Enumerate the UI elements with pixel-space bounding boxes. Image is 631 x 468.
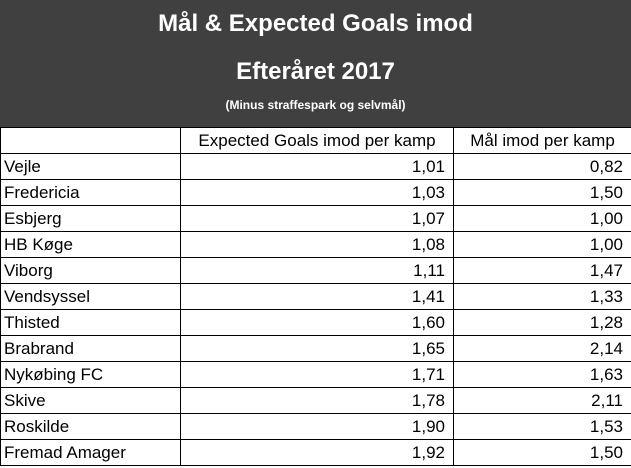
- team-cell: HB Køge: [0, 231, 181, 258]
- team-cell: Thisted: [0, 309, 181, 336]
- xga-cell: 1,71: [180, 361, 454, 388]
- ga-cell: 1,53: [453, 413, 631, 440]
- ga-cell: 1,47: [453, 257, 631, 284]
- team-cell: Fremad Amager: [0, 439, 181, 466]
- xga-cell: 1,08: [180, 231, 454, 258]
- xga-cell: 1,90: [180, 413, 454, 440]
- team-cell: Skive: [0, 387, 181, 414]
- team-cell: Roskilde: [0, 413, 181, 440]
- xga-cell: 1,92: [180, 439, 454, 466]
- xga-cell: 1,11: [180, 257, 454, 284]
- chart-title: Mål & Expected Goals imod: [158, 10, 473, 37]
- team-cell: Brabrand: [0, 335, 181, 362]
- table-row: Thisted 1,60 1,28: [0, 309, 631, 336]
- table-body: Expected Goals imod per kamp Mål imod pe…: [0, 127, 631, 466]
- ga-cell: 1,63: [453, 361, 631, 388]
- table-row: Nykøbing FC 1,71 1,63: [0, 361, 631, 388]
- header-team: [0, 127, 181, 154]
- ga-cell: 1,50: [453, 179, 631, 206]
- header-xga: Expected Goals imod per kamp: [180, 127, 454, 154]
- ga-cell: 2,14: [453, 335, 631, 362]
- xga-cell: 1,07: [180, 205, 454, 232]
- ga-cell: 1,28: [453, 309, 631, 336]
- table-row: HB Køge 1,08 1,00: [0, 231, 631, 258]
- table-row: Skive 1,78 2,11: [0, 387, 631, 414]
- table-row: Fredericia 1,03 1,50: [0, 179, 631, 206]
- table-row: Fremad Amager 1,92 1,50: [0, 439, 631, 466]
- table-row: Vejle 1,01 0,82: [0, 153, 631, 180]
- ga-cell: 0,82: [453, 153, 631, 180]
- team-cell: Esbjerg: [0, 205, 181, 232]
- chart-subtitle: Efteråret 2017: [236, 58, 395, 85]
- team-cell: Vejle: [0, 153, 181, 180]
- xga-cell: 1,41: [180, 283, 454, 310]
- ga-cell: 1,50: [453, 439, 631, 466]
- table-header-row: Expected Goals imod per kamp Mål imod pe…: [0, 127, 631, 154]
- table-row: Viborg 1,11 1,47: [0, 257, 631, 284]
- stats-table: Expected Goals imod per kamp Mål imod pe…: [0, 127, 631, 466]
- xga-cell: 1,03: [180, 179, 454, 206]
- chart-note: (Minus straffespark og selvmål): [225, 98, 406, 112]
- xga-cell: 1,60: [180, 309, 454, 336]
- xga-cell: 1,01: [180, 153, 454, 180]
- ga-cell: 1,00: [453, 205, 631, 232]
- xga-cell: 1,78: [180, 387, 454, 414]
- team-cell: Vendsyssel: [0, 283, 181, 310]
- xga-cell: 1,65: [180, 335, 454, 362]
- team-cell: Fredericia: [0, 179, 181, 206]
- table-row: Brabrand 1,65 2,14: [0, 335, 631, 362]
- team-cell: Nykøbing FC: [0, 361, 181, 388]
- title-banner: Mål & Expected Goals imod Efteråret 2017…: [0, 0, 631, 127]
- ga-cell: 1,00: [453, 231, 631, 258]
- team-cell: Viborg: [0, 257, 181, 284]
- table-row: Esbjerg 1,07 1,00: [0, 205, 631, 232]
- ga-cell: 1,33: [453, 283, 631, 310]
- table-row: Vendsyssel 1,41 1,33: [0, 283, 631, 310]
- header-ga: Mål imod per kamp: [453, 127, 631, 154]
- ga-cell: 2,11: [453, 387, 631, 414]
- table-row: Roskilde 1,90 1,53: [0, 413, 631, 440]
